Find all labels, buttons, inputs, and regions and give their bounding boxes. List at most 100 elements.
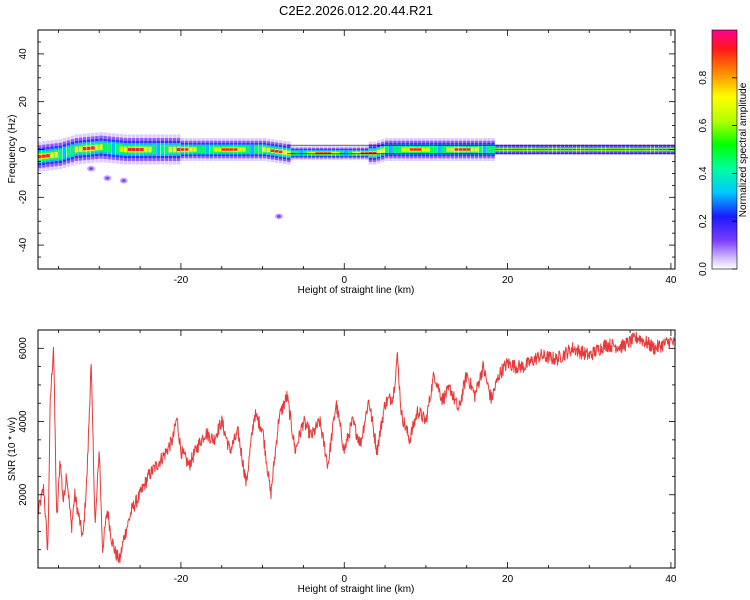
spectrogram-cell (405, 147, 409, 152)
spectrogram-cell (446, 147, 450, 152)
snr-x-tick-label: 20 (502, 574, 514, 585)
spectrogram-cell (225, 148, 230, 151)
spectrogram-cell (425, 147, 430, 152)
snr-x-tick-label: -20 (174, 574, 189, 585)
spectrogram-cell (50, 152, 54, 159)
spectrogram-cell (46, 154, 50, 158)
spectrogram-cell (474, 147, 479, 152)
spectrogram-cell (95, 144, 99, 151)
spectrogram-cell (140, 147, 144, 152)
spectrogram-cell (601, 148, 605, 151)
spectrogram-cell (242, 147, 246, 152)
spectrogram-cell (617, 148, 622, 151)
spectrogram-cell (136, 147, 140, 152)
spectrogram-cell (156, 143, 160, 156)
spectrogram-cell (103, 142, 107, 153)
spectrogram-cell (646, 148, 650, 151)
spectrogram-cell (368, 151, 373, 155)
spectrogram-cell (434, 145, 438, 154)
spectrogram-cell (217, 147, 222, 152)
spectrogram-cell (430, 145, 434, 154)
spectrogram-cell (503, 148, 507, 151)
spectrogram-x-tick-label: 20 (502, 275, 514, 286)
spectrogram-cell (519, 148, 524, 151)
spectrogram-cell (70, 146, 75, 156)
spectrogram-cell (581, 148, 585, 151)
spectrogram-cell (650, 148, 654, 151)
spectrogram-cell (572, 148, 577, 151)
spectrogram-cell (540, 148, 544, 151)
spectrogram-outlier (121, 179, 126, 183)
colorbar-tick-label: 0.0 (698, 262, 709, 276)
spectrogram-cell (250, 144, 254, 155)
spectrogram-outlier (276, 214, 281, 218)
spectrogram-cell (164, 144, 169, 155)
spectrogram-cell (82, 147, 87, 151)
spectrogram-cell (487, 145, 491, 154)
spectrogram-cell (238, 147, 242, 152)
spectrogram-cell (630, 148, 634, 151)
spectrogram-panel: -20 0 20 40 -40 -20 0 20 40 Height of straight l… (7, 29, 677, 296)
spectrogram-cell (372, 151, 377, 155)
spectrogram-cell (666, 148, 671, 151)
spectrogram-cell (376, 149, 381, 155)
spectrogram-cell (209, 145, 213, 154)
spectrogram-cell (597, 148, 601, 151)
spectrogram-cell (62, 146, 66, 160)
spectrogram-cell (54, 151, 58, 158)
spectrogram-cell (511, 148, 516, 151)
spectrogram-cell (38, 155, 42, 159)
spectrogram-cell (532, 148, 536, 151)
spectrogram-cell (287, 150, 291, 156)
spectrogram-cell (87, 146, 91, 150)
spectrogram-cell (605, 148, 610, 151)
spectrogram-cell (234, 148, 238, 151)
spectrogram-cell (299, 150, 303, 157)
spectrogram-cell (385, 145, 389, 154)
spectrogram-cell (560, 148, 565, 151)
spectrogram-x-label: Height of straight line (km) (298, 285, 415, 296)
spectrogram-cell (397, 145, 401, 154)
spectrogram-cell (270, 149, 275, 152)
spectrogram-cell (528, 148, 532, 151)
colorbar-gradient (711, 29, 738, 270)
spectrogram-cell (131, 147, 136, 152)
spectrogram-cell (556, 148, 561, 151)
snr-x-tick-label: 0 (341, 574, 347, 585)
colorbar-tick-label: 0.6 (698, 118, 709, 132)
spectrogram-cell (401, 147, 405, 152)
spectrogram-cell (185, 148, 189, 151)
spectrogram-cell (311, 151, 316, 155)
spectrogram-cell (205, 144, 209, 155)
spectrogram-cell (356, 151, 360, 155)
spectrogram-cell (193, 147, 197, 152)
spectrogram-cell (470, 147, 475, 152)
spectrogram-cell (352, 151, 356, 155)
spectrogram-cell (409, 148, 414, 151)
spectrogram-cell (638, 148, 642, 151)
spectrogram-cell (389, 144, 393, 155)
spectrogram-cell (523, 148, 528, 151)
spectrogram-cell (507, 148, 512, 151)
spectrogram-cell (107, 143, 111, 153)
spectrogram-x-tick-label: -20 (174, 275, 189, 286)
spectrogram-cell (144, 146, 148, 153)
spectrogram-cell (344, 150, 348, 157)
spectrogram-cell (42, 154, 46, 158)
spectrogram-cell (413, 148, 418, 151)
spectrogram-cell (119, 146, 124, 152)
spectrogram-cell (458, 148, 463, 151)
spectrogram-cell (99, 144, 103, 150)
spectrogram-cell (479, 145, 483, 154)
colorbar-tick-label: 0.8 (698, 70, 709, 84)
spectrogram-cell (283, 150, 287, 155)
colorbar: 0.0 0.2 0.4 0.6 0.8 Normalized spectral ampl… (698, 29, 749, 276)
spectrogram-cell (450, 147, 454, 152)
spectrogram-y-tick-label: 0 (18, 146, 29, 152)
spectrogram-cell (258, 145, 262, 154)
spectrogram-cell (613, 148, 618, 151)
spectrogram-outlier (89, 167, 94, 171)
spectrogram-cell (548, 148, 552, 151)
spectrogram-cell (466, 148, 471, 151)
snr-axes: -20 0 20 40 2000 4000 6000 (18, 329, 677, 585)
